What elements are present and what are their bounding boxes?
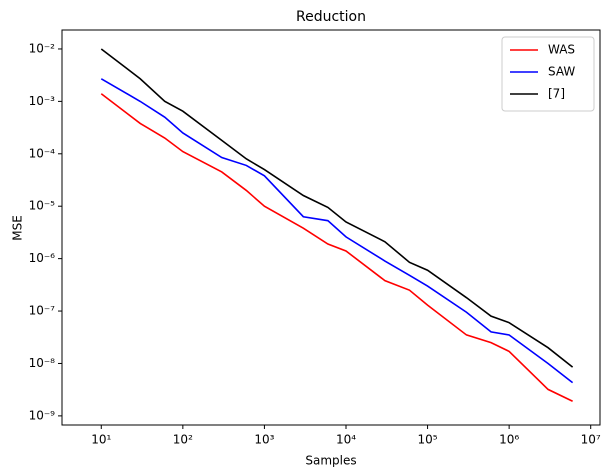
- y-tick-label: 10⁻⁹: [29, 408, 56, 422]
- x-tick-label: 10⁶: [499, 433, 519, 447]
- y-tick-label: 10⁻⁵: [29, 199, 56, 213]
- x-tick-label: 10¹: [91, 433, 111, 447]
- plot-frame: [61, 29, 601, 426]
- line: [100, 78, 574, 384]
- legend-box: [501, 36, 595, 112]
- legend-label: [7]: [548, 87, 565, 101]
- y-tick-label: 10⁻⁸: [29, 356, 56, 370]
- x-tick-label: 10³: [254, 433, 274, 447]
- x-tick-label: 10²: [173, 433, 193, 447]
- legend: WAS SAW [7]: [501, 36, 595, 112]
- y-tick-label: 10⁻⁷: [29, 304, 56, 318]
- x-tick-label: 10⁷: [581, 433, 601, 447]
- chart-title: Reduction: [296, 9, 366, 25]
- x-axis-label: Samples: [305, 454, 356, 468]
- legend-label: WAS: [548, 43, 575, 57]
- x-tick-label: 10⁴: [336, 433, 356, 447]
- y-axis-label: MSE: [11, 215, 25, 241]
- line: [100, 93, 573, 402]
- line: [100, 48, 574, 368]
- x-tick-label: 10⁵: [418, 433, 438, 447]
- y-tick-label: 10⁻⁴: [29, 146, 56, 160]
- y-tick-label: 10⁻³: [29, 94, 56, 108]
- y-tick-label: 10⁻²: [29, 41, 56, 55]
- legend-label: SAW: [548, 65, 575, 79]
- y-tick-label: 10⁻⁶: [29, 251, 56, 265]
